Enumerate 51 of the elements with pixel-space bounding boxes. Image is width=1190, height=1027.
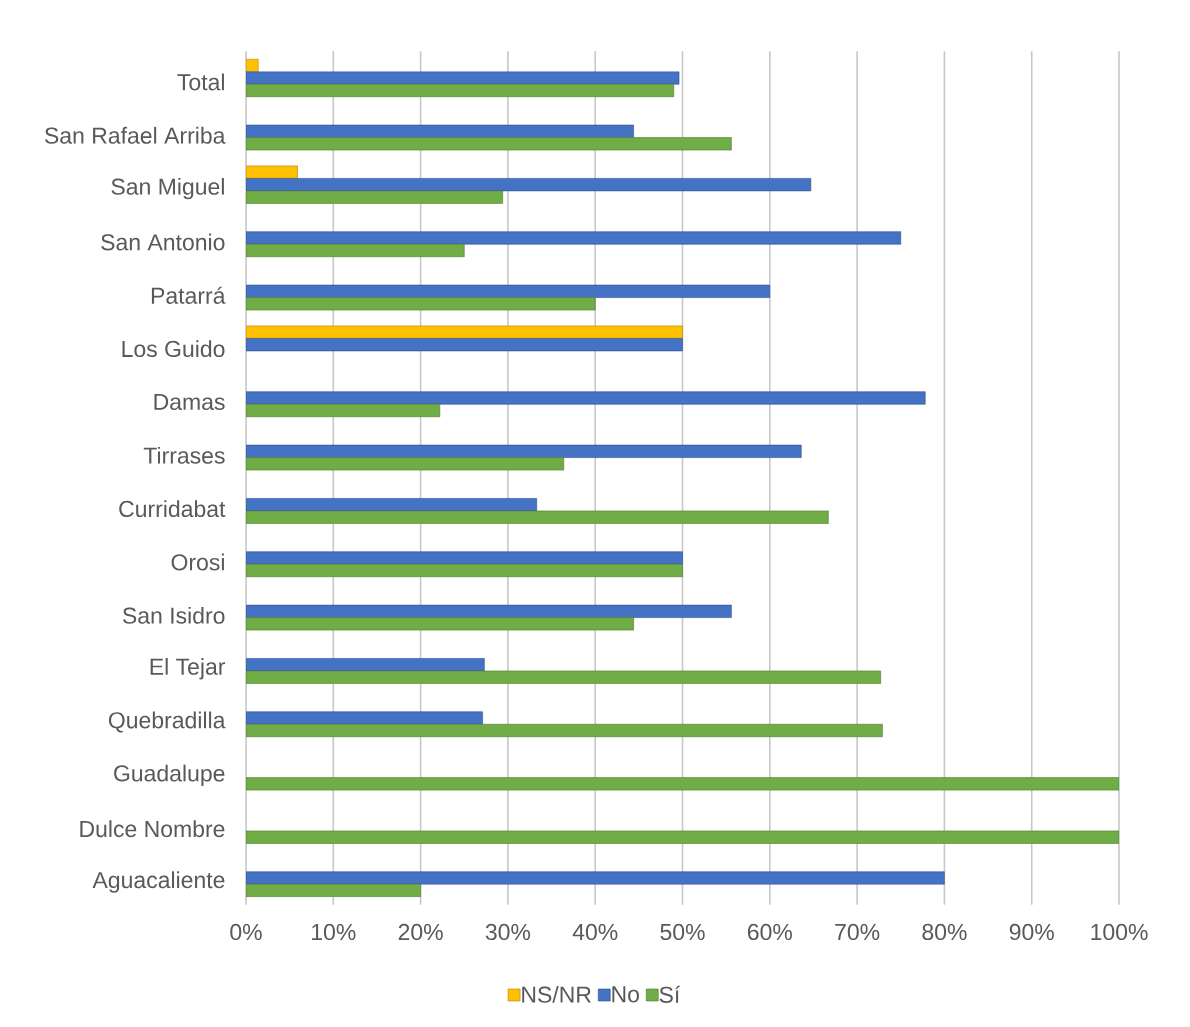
y-tick-label: Patarrá bbox=[151, 286, 226, 304]
y-tick-label: San Antonio bbox=[101, 233, 225, 251]
bar bbox=[246, 670, 881, 684]
bar bbox=[246, 551, 683, 565]
bar bbox=[246, 403, 441, 418]
x-tick-label: 0% bbox=[230, 923, 262, 941]
bar bbox=[246, 83, 675, 98]
legend-label: NS/NR bbox=[522, 985, 591, 1003]
x-tick-label: 100% bbox=[1091, 923, 1148, 941]
y-tick-label: Aguacaliente bbox=[92, 871, 225, 893]
bar bbox=[246, 243, 465, 258]
bar bbox=[246, 510, 829, 524]
y-tick-label: Quebradilla bbox=[108, 711, 226, 733]
y-tick-label: San Rafael Arriba bbox=[44, 126, 226, 144]
y-tick-label: Total bbox=[177, 73, 224, 91]
y-tick-label: Curridabat bbox=[119, 500, 226, 518]
y-tick-label: Orosi bbox=[171, 553, 224, 571]
bar bbox=[246, 137, 732, 151]
y-tick-label: Dulce Nombre bbox=[80, 820, 225, 838]
y-tick-label: Los Guido bbox=[122, 340, 225, 358]
bar bbox=[246, 297, 596, 311]
bar bbox=[246, 457, 565, 471]
y-tick-label: El Tejar bbox=[150, 657, 226, 680]
x-tick-label: 80% bbox=[922, 923, 967, 941]
bar bbox=[246, 190, 503, 204]
legend-label: Sí bbox=[659, 985, 681, 1003]
bar bbox=[246, 231, 902, 245]
x-tick-label: 30% bbox=[485, 923, 531, 941]
y-tick-label: San Isidro bbox=[122, 606, 225, 624]
x-tick-label: 70% bbox=[835, 923, 880, 941]
x-tick-label: 90% bbox=[1009, 923, 1054, 941]
y-tick-label: San Miguel bbox=[111, 177, 224, 200]
y-tick-label: Tirrases bbox=[143, 446, 225, 464]
bar bbox=[246, 711, 483, 725]
bar bbox=[246, 723, 883, 738]
bar bbox=[246, 830, 1120, 844]
legend-label: No bbox=[612, 986, 639, 1003]
bar bbox=[246, 871, 945, 885]
bar bbox=[246, 391, 926, 405]
bar bbox=[246, 617, 634, 631]
x-tick-label: 60% bbox=[747, 923, 792, 941]
bar bbox=[246, 563, 683, 578]
bar bbox=[246, 71, 680, 85]
y-tick-label: Damas bbox=[154, 393, 225, 411]
y-tick-label: Guadalupe bbox=[114, 764, 225, 787]
bar bbox=[246, 883, 421, 898]
x-tick-label: 20% bbox=[398, 923, 443, 941]
x-tick-label: 10% bbox=[312, 923, 356, 941]
bar bbox=[246, 777, 1120, 791]
x-tick-label: 40% bbox=[572, 923, 618, 941]
x-tick-label: 50% bbox=[660, 923, 705, 941]
